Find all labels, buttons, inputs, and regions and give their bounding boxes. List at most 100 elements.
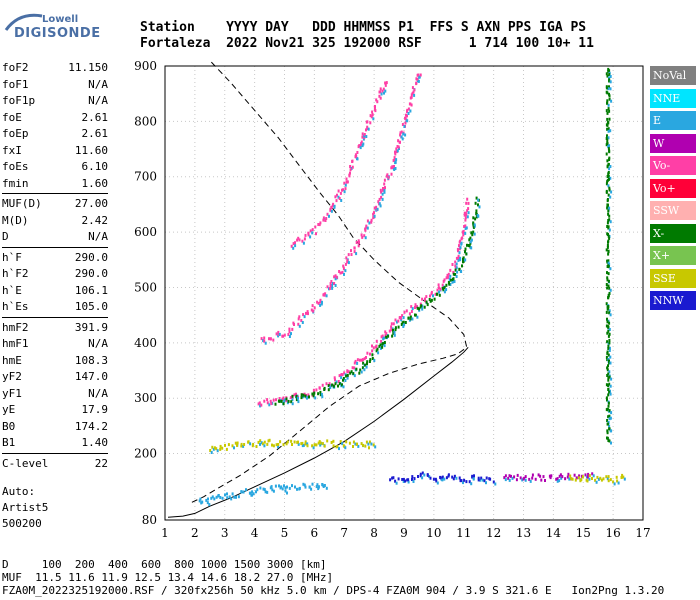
echo-point (338, 270, 341, 273)
echo-point (345, 440, 348, 444)
param-key: foEp (2, 127, 29, 140)
echo-point (376, 347, 379, 351)
echo-point (285, 399, 288, 403)
echo-point (411, 478, 413, 481)
echo-point (436, 481, 439, 485)
echo-point (272, 444, 275, 448)
echo-point (288, 330, 291, 334)
echo-point (236, 443, 238, 447)
echo-point (393, 330, 396, 334)
echo-point (401, 321, 404, 325)
legend-item: X- (650, 223, 696, 243)
echo-point (269, 337, 272, 341)
echo-point (344, 262, 347, 266)
echo-point (445, 283, 448, 287)
echo-point (297, 400, 300, 404)
echo-point (267, 439, 270, 443)
echo-point (326, 439, 329, 443)
echo-point (368, 360, 371, 363)
scaled-parameters-panel: foF2 11.150 foF1 N/A foF1p N/A foE 2.61 foEp 2.61… (2, 60, 108, 472)
echo-point (605, 190, 608, 194)
param-key: hmF1 (2, 337, 29, 350)
echo-point (338, 447, 340, 451)
echo-point (375, 205, 378, 209)
echo-point (226, 496, 229, 500)
param-key: hmF2 (2, 320, 29, 334)
echo-point (417, 73, 420, 77)
echo-point (356, 442, 358, 446)
echo-point (369, 358, 372, 362)
legend-item: E (650, 111, 696, 130)
echo-point (494, 482, 497, 486)
echo-point (373, 211, 375, 215)
echo-point (304, 442, 307, 446)
echo-point (382, 337, 385, 341)
echo-point (464, 247, 467, 251)
echo-point (328, 382, 331, 386)
echo-point (608, 186, 611, 190)
echo-point (394, 328, 397, 332)
echo-point (362, 361, 365, 365)
echo-point (608, 382, 611, 386)
echo-point (319, 393, 322, 397)
echo-point (609, 165, 612, 168)
echo-point (412, 90, 415, 94)
echo-point (396, 145, 399, 148)
echo-point (423, 305, 426, 309)
echo-point (391, 476, 394, 480)
echo-point (489, 477, 492, 481)
echo-point (607, 250, 610, 254)
echo-point (438, 293, 441, 297)
echo-point (560, 476, 563, 480)
echo-point (407, 112, 410, 115)
y-tick-labels: 80 200 300 400 500 600 700 800 900 (134, 59, 157, 527)
param-row: hmF2 391.9 (2, 320, 108, 337)
echo-point (429, 294, 431, 298)
echo-point (210, 451, 213, 454)
echo-point (355, 241, 358, 244)
echo-point (465, 252, 468, 256)
echo-point (459, 246, 462, 250)
echo-point (356, 151, 359, 154)
echo-point (327, 388, 330, 392)
echo-point (332, 384, 335, 388)
echo-point (345, 177, 348, 181)
echo-point (609, 313, 612, 317)
echo-point (408, 312, 411, 316)
echo-point (455, 266, 458, 270)
x-tick-label: 11 (456, 526, 471, 540)
echo-point (606, 429, 609, 433)
echo-point (607, 219, 610, 222)
echo-point (374, 109, 377, 113)
echo-point (607, 272, 610, 276)
echo-point (608, 417, 611, 421)
echo-point (324, 292, 327, 296)
echo-point (606, 419, 609, 422)
echo-point (454, 264, 457, 268)
echo-point (608, 341, 611, 345)
echo-point (477, 478, 480, 482)
echo-point (366, 362, 368, 366)
echo-point (607, 401, 610, 405)
echo-point (306, 310, 309, 314)
echo-point (389, 478, 392, 482)
y-tick-label: 900 (134, 59, 157, 73)
echo-point (263, 488, 266, 492)
echo-point (606, 398, 608, 402)
echo-point (371, 353, 374, 357)
echo-point (463, 213, 466, 217)
echo-point (606, 225, 609, 228)
echo-point (609, 87, 612, 91)
echo-point (211, 445, 214, 449)
echo-point (465, 201, 468, 205)
echo-point (607, 261, 610, 265)
echo-point (319, 303, 322, 307)
echo-point (609, 176, 612, 180)
echo-point (354, 442, 357, 446)
echo-point (443, 290, 446, 294)
echo-point (283, 333, 286, 337)
echo-point (609, 195, 612, 199)
echo-point (424, 299, 427, 303)
echo-point (304, 233, 307, 237)
echo-point (283, 484, 285, 488)
